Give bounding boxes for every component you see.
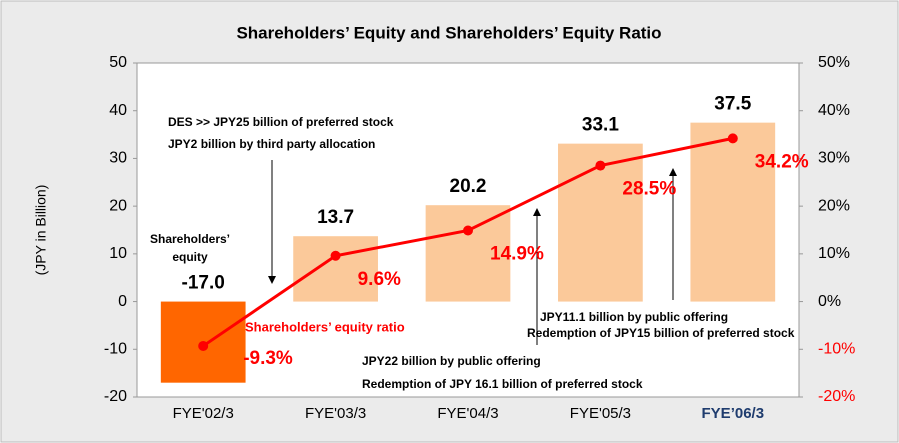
annotation: DES >> JPY25 billion of preferred stock [168, 115, 394, 129]
bar-value-label: 20.2 [450, 176, 487, 197]
y-tick-label: 20 [109, 197, 127, 214]
annotation: Redemption of JPY 16.1 billion of prefer… [362, 377, 643, 391]
line-value-label: 28.5% [622, 179, 676, 200]
y-tick-label: -10 [104, 341, 127, 358]
y2-tick-label: 0% [818, 293, 841, 310]
y-tick-label: 10 [109, 245, 127, 262]
line-point [595, 160, 606, 171]
line-point [727, 133, 738, 144]
annotation: Shareholders’ [150, 232, 230, 246]
annotation: Redemption of JPY15 billion of preferred… [527, 326, 795, 340]
y-tick-label: -20 [104, 388, 127, 405]
line-value-label: 34.2% [755, 151, 809, 172]
y-tick-label: 50 [109, 54, 127, 71]
line-point [463, 225, 473, 236]
annotation: equity [172, 250, 208, 264]
annotation: JPY2 billion by third party allocation [168, 137, 375, 151]
y-tick-label: 30 [109, 150, 127, 167]
annotation: JPY11.1 billion by public offering [540, 310, 728, 324]
y-tick-label: 0 [118, 293, 127, 310]
bar [690, 122, 776, 302]
y-tick-label: 40 [109, 102, 127, 119]
bar [425, 205, 511, 302]
bar-value-label: 37.5 [714, 94, 751, 115]
bar-value-label: 33.1 [582, 115, 619, 136]
line-value-label: -9.3% [243, 348, 293, 369]
series-label: Shareholders’ equity ratio [245, 319, 405, 334]
bar [293, 236, 378, 302]
annotation: JPY22 billion by public offering [362, 354, 541, 368]
chart-title: Shareholders’ Equity and Shareholders’ E… [236, 23, 661, 42]
y2-tick-label: -20% [818, 388, 855, 405]
x-tick-label: FYE'02/3 [173, 405, 234, 422]
x-tick-label: FYE’06/3 [702, 405, 765, 422]
x-tick-label: FYE'04/3 [437, 405, 498, 422]
bar-value-label: -17.0 [182, 273, 225, 294]
line-point [198, 340, 209, 351]
y2-tick-label: 40% [818, 102, 850, 119]
x-tick-label: FYE'03/3 [305, 405, 366, 422]
y2-tick-label: 10% [818, 245, 850, 262]
line-point [330, 250, 341, 261]
y2-tick-label: 30% [818, 150, 850, 167]
bar-value-label: 13.7 [317, 207, 354, 228]
line-value-label: 9.6% [358, 269, 401, 290]
line-value-label: 14.9% [490, 243, 544, 264]
y2-tick-label: -10% [818, 341, 855, 358]
y2-tick-label: 50% [818, 54, 850, 71]
y2-tick-label: 20% [818, 197, 850, 214]
y-axis-title: (JPY in Billion) [33, 185, 49, 276]
x-tick-label: FYE'05/3 [570, 405, 631, 422]
